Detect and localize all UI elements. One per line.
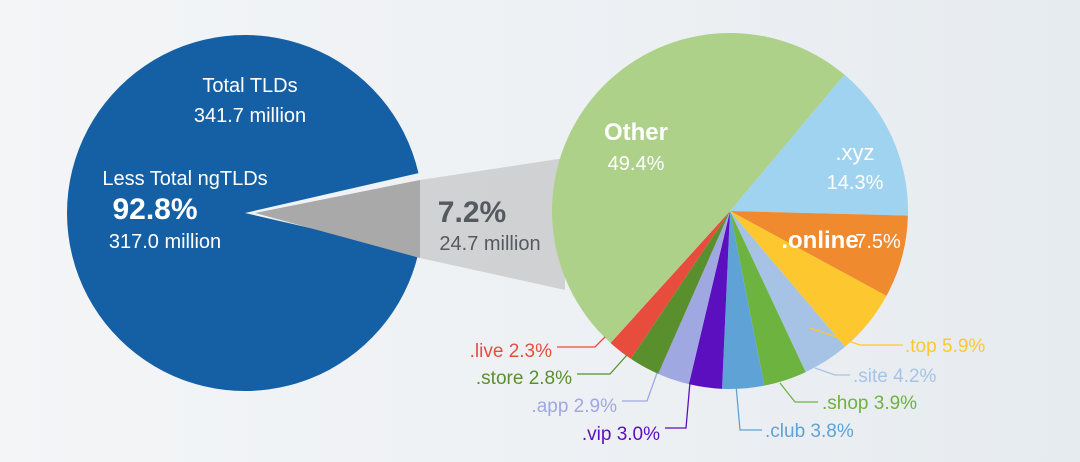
leader-line-live xyxy=(557,336,606,348)
leader-line-site xyxy=(814,367,850,376)
leader-line-top xyxy=(809,327,903,346)
label-xyz-name: .xyz xyxy=(835,140,874,165)
slice-app xyxy=(658,211,730,385)
leader-line-store xyxy=(577,354,628,375)
label-xyz-value: 14.3% xyxy=(827,172,884,194)
label-ngtlds-value: 24.7 million xyxy=(439,233,540,255)
label-other-value: 49.4% xyxy=(608,153,665,175)
leader-line-club xyxy=(735,384,762,431)
slice-less-total-ngtlds xyxy=(66,35,419,392)
slice-site xyxy=(730,211,846,373)
label-site: .site 4.2% xyxy=(853,366,937,387)
connector-band xyxy=(420,158,565,290)
slice-online xyxy=(730,211,908,296)
slice-other xyxy=(551,32,845,343)
left-title: Total TLDs xyxy=(202,75,297,97)
slice-xyz xyxy=(730,74,908,216)
label-online-name: .online xyxy=(781,227,858,254)
label-less-total-name: Less Total ngTLDs xyxy=(102,168,267,190)
leader-line-vip xyxy=(665,381,691,429)
label-store: .store 2.8% xyxy=(476,368,572,389)
slice-store xyxy=(630,211,730,374)
slice-shop xyxy=(730,211,806,386)
left-total: 341.7 million xyxy=(194,105,306,127)
label-less-total-value: 317.0 million xyxy=(109,231,221,253)
leader-line-app xyxy=(622,372,658,402)
label-online-value: 7.5% xyxy=(855,231,901,253)
label-shop: .shop 3.9% xyxy=(822,393,917,414)
slice-club xyxy=(722,211,765,389)
label-top: .top 5.9% xyxy=(905,336,985,357)
label-other-name: Other xyxy=(604,119,668,146)
label-app: .app 2.9% xyxy=(531,396,617,417)
label-live: .live 2.3% xyxy=(470,341,552,362)
slice-top xyxy=(730,211,887,347)
slice-vip xyxy=(688,211,730,389)
label-less-total-percent: 92.8% xyxy=(112,193,197,226)
label-club: .club 3.8% xyxy=(765,421,854,442)
label-vip: .vip 3.0% xyxy=(582,424,660,445)
leader-line-shop xyxy=(779,382,818,403)
slice-ngtlds xyxy=(255,180,420,258)
slice-live xyxy=(610,211,730,359)
label-ngtlds-percent: 7.2% xyxy=(438,196,506,229)
